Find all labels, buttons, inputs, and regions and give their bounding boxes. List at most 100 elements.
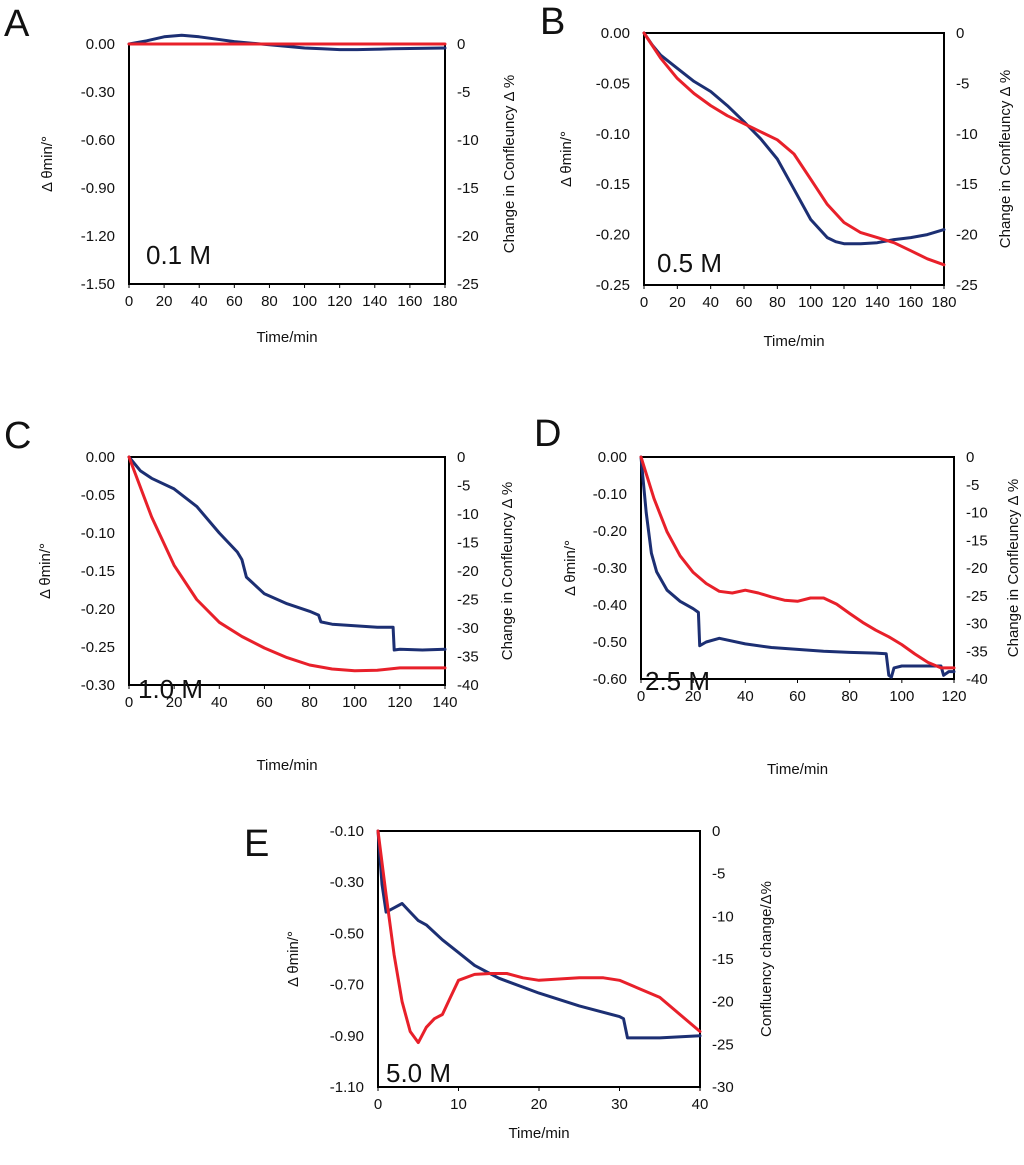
chart0-y-left-tick-label: -1.20 [81, 228, 115, 245]
chart3-x-tick-label: 120 [941, 688, 966, 705]
chart0-x-tick-label: 140 [362, 293, 387, 310]
chart0-y-right-tick-label: 0 [457, 36, 465, 53]
chart2-y-left-tick-label: 0.00 [86, 449, 115, 466]
chart2-y-right-tick-label: -25 [457, 592, 479, 609]
chart1-x-tick-label: 0 [640, 294, 648, 311]
chart3-y-right-tick-label: -40 [966, 671, 988, 688]
chart1-x-tick-label: 120 [831, 294, 856, 311]
chart0-x-tick-label: 80 [261, 293, 278, 310]
chart0-y-left-tick-label: -1.50 [81, 276, 115, 293]
chart4-y-right-tick-label: 0 [712, 823, 720, 840]
chart1-y-right-axis-label: Change in Confleuncy Δ % [997, 70, 1014, 248]
chart2-x-tick-label: 80 [301, 694, 318, 711]
chart1-y-right-tick-label: 0 [956, 25, 964, 42]
chart1-x-axis-label: Time/min [763, 333, 824, 350]
chart3-x-tick-label: 80 [841, 688, 858, 705]
chart1-series-theta-line [642, 31, 946, 246]
chart4-y-left-axis-label: Δ θmin/° [285, 931, 302, 987]
chart2-y-left-tick-label: -0.25 [81, 639, 115, 656]
chart2-x-tick-label: 100 [342, 694, 367, 711]
chart0-y-right-tick-label: -10 [457, 132, 479, 149]
chart2-y-right-tick-label: -10 [457, 506, 479, 523]
chart3-y-right-tick-label: -15 [966, 532, 988, 549]
chart4-y-right-tick-label: -10 [712, 908, 734, 925]
chart2-y-left-tick-label: -0.05 [81, 487, 115, 504]
chart3-y-left-tick-label: -0.30 [593, 560, 627, 577]
chart3-panel-letter: D [534, 413, 561, 455]
chart0-y-left-axis-label: Δ θmin/° [39, 136, 56, 192]
chart0-y-left-tick-label: -0.60 [81, 132, 115, 149]
chart0-y-right-axis-label: Change in Confleuncy Δ % [501, 75, 518, 253]
chart2-y-right-tick-label: 0 [457, 449, 465, 466]
chart1-y-left-tick-label: -0.20 [596, 227, 630, 244]
chart0-x-tick-label: 100 [292, 293, 317, 310]
chart3-series-confluency-line [639, 455, 956, 670]
chart2-x-tick-label: 20 [166, 694, 183, 711]
chart3-y-right-tick-label: -25 [966, 588, 988, 605]
chart4-x-tick-label: 20 [531, 1096, 548, 1113]
chart2-y-right-axis-label: Change in Confleuncy Δ % [499, 482, 516, 660]
chart0-x-axis-label: Time/min [256, 329, 317, 346]
chart2-y-right-tick-label: -20 [457, 563, 479, 580]
chart3-y-left-tick-label: -0.50 [593, 634, 627, 651]
chart3-y-right-tick-label: -10 [966, 505, 988, 522]
chart3-x-axis-label: Time/min [767, 761, 828, 778]
chart2-y-left-tick-label: -0.10 [81, 525, 115, 542]
chart3-y-left-tick-label: -0.20 [593, 523, 627, 540]
chart2-y-left-tick-label: -0.20 [81, 601, 115, 618]
chart4-y-right-tick-label: -25 [712, 1036, 734, 1053]
chart3-condition-label: 2.5 M [645, 666, 710, 696]
chart4-x-tick-label: 30 [611, 1096, 628, 1113]
chart4-y-left-tick-label: -0.90 [330, 1028, 364, 1045]
chart2-y-right-tick-label: -40 [457, 677, 479, 694]
chart2-y-left-tick-label: -0.30 [81, 677, 115, 694]
chart3-y-left-tick-label: -0.10 [593, 486, 627, 503]
chart0-y-right-tick-label: -5 [457, 84, 470, 101]
chart0-x-tick-label: 120 [327, 293, 352, 310]
chart4-plot-frame [377, 830, 701, 1088]
chart1-y-right-tick-label: -25 [956, 277, 978, 294]
chart1-y-right-tick-label: -15 [956, 176, 978, 193]
chart4-condition-label: 5.0 M [386, 1058, 451, 1088]
chart2-x-tick-label: 60 [256, 694, 273, 711]
chart2-series-theta-line [127, 455, 447, 652]
chart2-x-tick-label: 140 [432, 694, 457, 711]
chart3-y-left-axis-label: Δ θmin/° [562, 540, 579, 596]
chart1-x-tick-label: 140 [865, 294, 890, 311]
chart1-x-tick-label: 40 [702, 294, 719, 311]
chart4-y-right-tick-label: -20 [712, 994, 734, 1011]
chart1-y-left-tick-label: -0.05 [596, 75, 630, 92]
chart1-y-left-tick-label: 0.00 [601, 25, 630, 42]
chart1-y-left-tick-label: -0.25 [596, 277, 630, 294]
chart2-condition-label: 1.0 M [138, 674, 203, 704]
chart0-y-left-tick-label: 0.00 [86, 36, 115, 53]
chart4-series-confluency-line [376, 829, 702, 1045]
chart4-y-left-tick-label: -1.10 [330, 1079, 364, 1096]
chart3-x-tick-label: 40 [737, 688, 754, 705]
chart2-x-axis-label: Time/min [256, 757, 317, 774]
chart0-condition-label: 0.1 M [146, 240, 211, 270]
chart0-x-tick-label: 20 [156, 293, 173, 310]
chart1-condition-label: 0.5 M [657, 248, 722, 278]
chart3-y-right-tick-label: 0 [966, 449, 974, 466]
chart4-y-left-tick-label: -0.30 [330, 874, 364, 891]
chart2-y-right-tick-label: -15 [457, 535, 479, 552]
chart4-x-tick-label: 40 [692, 1096, 709, 1113]
chart1-y-left-tick-label: -0.15 [596, 176, 630, 193]
chart3-x-tick-label: 100 [889, 688, 914, 705]
chart1-x-tick-label: 60 [736, 294, 753, 311]
chart4-y-left-tick-label: -0.50 [330, 925, 364, 942]
chart2-y-right-tick-label: -5 [457, 478, 470, 495]
chart3-y-right-tick-label: -20 [966, 560, 988, 577]
chart2-panel-letter: C [4, 415, 31, 457]
chart0-x-tick-label: 160 [397, 293, 422, 310]
chart1-x-tick-label: 100 [798, 294, 823, 311]
chart2-y-left-axis-label: Δ θmin/° [37, 543, 54, 599]
chart4-y-left-tick-label: -0.10 [330, 823, 364, 840]
chart3-y-left-tick-label: 0.00 [598, 449, 627, 466]
chart1-series-confluency-line [642, 31, 946, 267]
chart4-y-right-tick-label: -15 [712, 951, 734, 968]
chart1-x-tick-label: 80 [769, 294, 786, 311]
chart3-y-left-tick-label: -0.40 [593, 597, 627, 614]
